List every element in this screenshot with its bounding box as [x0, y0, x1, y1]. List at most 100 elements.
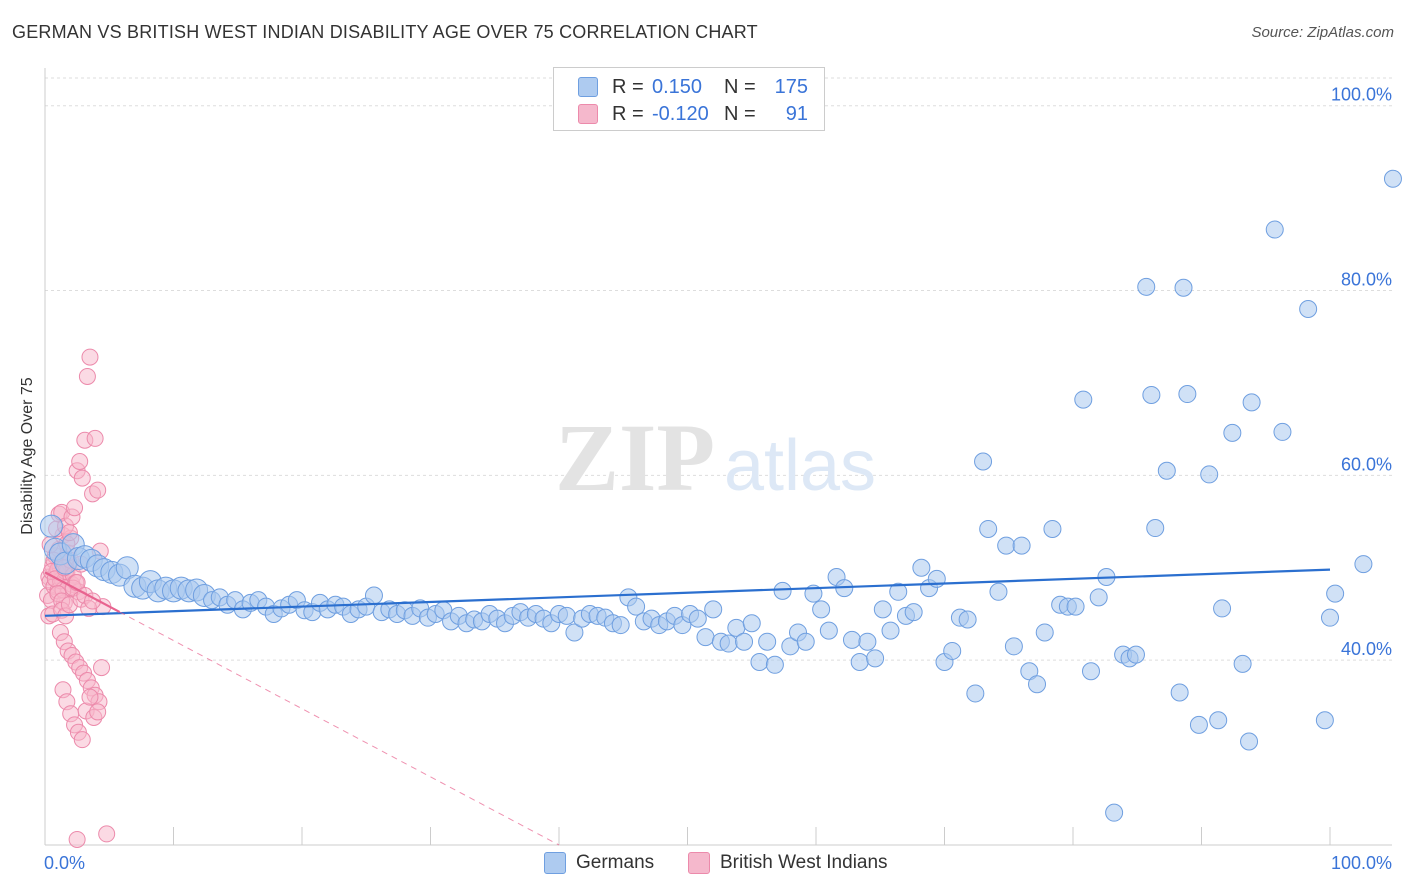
data-point-german: [688, 609, 707, 628]
y-tick-label: 60.0%: [1341, 454, 1392, 474]
data-point-german: [1240, 732, 1259, 751]
legend-n-label: N =: [724, 75, 756, 98]
data-point-german: [1043, 519, 1062, 538]
watermark-zip: ZIP: [555, 404, 715, 511]
data-point-bwi: [86, 429, 104, 447]
data-point-german: [1157, 461, 1176, 480]
data-point-german: [812, 600, 831, 619]
data-point-german: [873, 600, 892, 619]
data-point-german: [866, 649, 885, 668]
data-point-bwi: [68, 830, 86, 848]
data-point-german: [796, 632, 815, 651]
data-point-german: [1383, 169, 1402, 188]
series-british-west-indians: [39, 348, 116, 848]
data-point-german: [1209, 711, 1228, 730]
chart-title: GERMAN VS BRITISH WEST INDIAN DISABILITY…: [12, 22, 758, 42]
data-point-german: [1170, 683, 1189, 702]
legend-n-value: 91: [785, 102, 808, 125]
data-point-german: [1315, 711, 1334, 730]
data-point-german: [974, 452, 993, 471]
data-point-german: [1174, 278, 1193, 297]
data-point-german: [1265, 220, 1284, 239]
data-point-german: [1004, 637, 1023, 656]
y-tick-label: 100.0%: [1331, 85, 1392, 105]
data-point-german: [858, 632, 877, 651]
y-tick-label: 40.0%: [1341, 639, 1392, 659]
data-point-german: [1074, 390, 1093, 409]
legend-item-bwi[interactable]: British West Indians: [688, 852, 888, 874]
data-point-bwi: [81, 348, 99, 366]
axes-layer: [44, 68, 1392, 846]
trend-lines: [44, 568, 1331, 846]
legend-n-value: 175: [774, 75, 808, 98]
data-point-german: [1126, 645, 1145, 664]
data-point-german: [557, 606, 576, 625]
data-point-bwi: [73, 731, 91, 749]
data-point-bwi: [78, 367, 96, 385]
data-point-german: [611, 616, 630, 635]
data-point-german: [565, 623, 584, 642]
legend-swatch-bwi: [578, 104, 598, 124]
data-point-bwi: [81, 688, 99, 706]
data-point-german: [1189, 715, 1208, 734]
data-point-german: [1213, 599, 1232, 618]
data-point-german: [1142, 385, 1161, 404]
x-tick-label: 0.0%: [44, 853, 85, 873]
data-point-german: [735, 632, 754, 651]
legend-row-bwi: R = -0.120 N = 91: [578, 102, 808, 126]
data-point-german: [966, 684, 985, 703]
data-point-german: [696, 628, 715, 647]
data-point-german: [842, 630, 861, 649]
data-point-german: [719, 634, 738, 653]
data-point-german: [889, 582, 908, 601]
data-point-german: [979, 519, 998, 538]
data-point-german: [958, 610, 977, 629]
series-germans: [39, 169, 1402, 822]
data-point-german: [765, 655, 784, 674]
data-point-bwi: [89, 703, 107, 721]
data-point-german: [1012, 536, 1031, 555]
data-point-german: [758, 632, 777, 651]
data-point-german: [1233, 654, 1252, 673]
tick-labels: 40.0% 60.0% 80.0% 100.0% 0.0% 100.0%: [44, 85, 1392, 873]
data-point-german: [364, 586, 383, 605]
legend-swatch-germans: [578, 77, 598, 97]
legend-row-germans: R = 0.150 N = 175: [578, 75, 808, 99]
data-point-german: [1035, 623, 1054, 642]
legend-label-bwi: British West Indians: [720, 852, 888, 873]
y-axis-label: Disability Age Over 75: [19, 377, 36, 535]
data-point-german: [989, 582, 1008, 601]
data-point-german: [1242, 393, 1261, 412]
y-tick-label: 80.0%: [1341, 270, 1392, 290]
data-point-german: [1028, 675, 1047, 694]
data-point-german: [1223, 423, 1242, 442]
data-point-german: [750, 653, 769, 672]
legend-r-label: R =: [612, 102, 644, 125]
data-point-bwi: [98, 825, 116, 843]
data-point-german: [850, 653, 869, 672]
data-point-german: [627, 597, 646, 616]
data-point-german: [904, 603, 923, 622]
x-tick-label: 100.0%: [1331, 853, 1392, 873]
data-point-german: [704, 600, 723, 619]
legend-swatch-germans: [544, 852, 566, 874]
data-point-bwi: [93, 659, 111, 677]
data-point-german: [1089, 588, 1108, 607]
trend-line-bwi-extrapolated: [119, 611, 560, 846]
data-point-german: [1354, 555, 1373, 574]
legend-r-value: 0.150: [652, 75, 703, 98]
legend-item-germans[interactable]: Germans: [544, 852, 654, 874]
data-point-german: [742, 614, 761, 633]
data-point-german: [819, 621, 838, 640]
data-point-german: [1066, 597, 1085, 616]
data-point-german: [1081, 662, 1100, 681]
data-point-german: [1321, 608, 1339, 627]
data-point-german: [1299, 300, 1318, 319]
legend-label-germans: Germans: [576, 852, 655, 873]
data-point-german: [1146, 519, 1165, 538]
legend-swatch-bwi: [688, 852, 710, 874]
data-point-german: [1326, 584, 1345, 603]
data-point-german: [997, 536, 1016, 555]
watermark: ZIP atlas: [555, 404, 876, 511]
